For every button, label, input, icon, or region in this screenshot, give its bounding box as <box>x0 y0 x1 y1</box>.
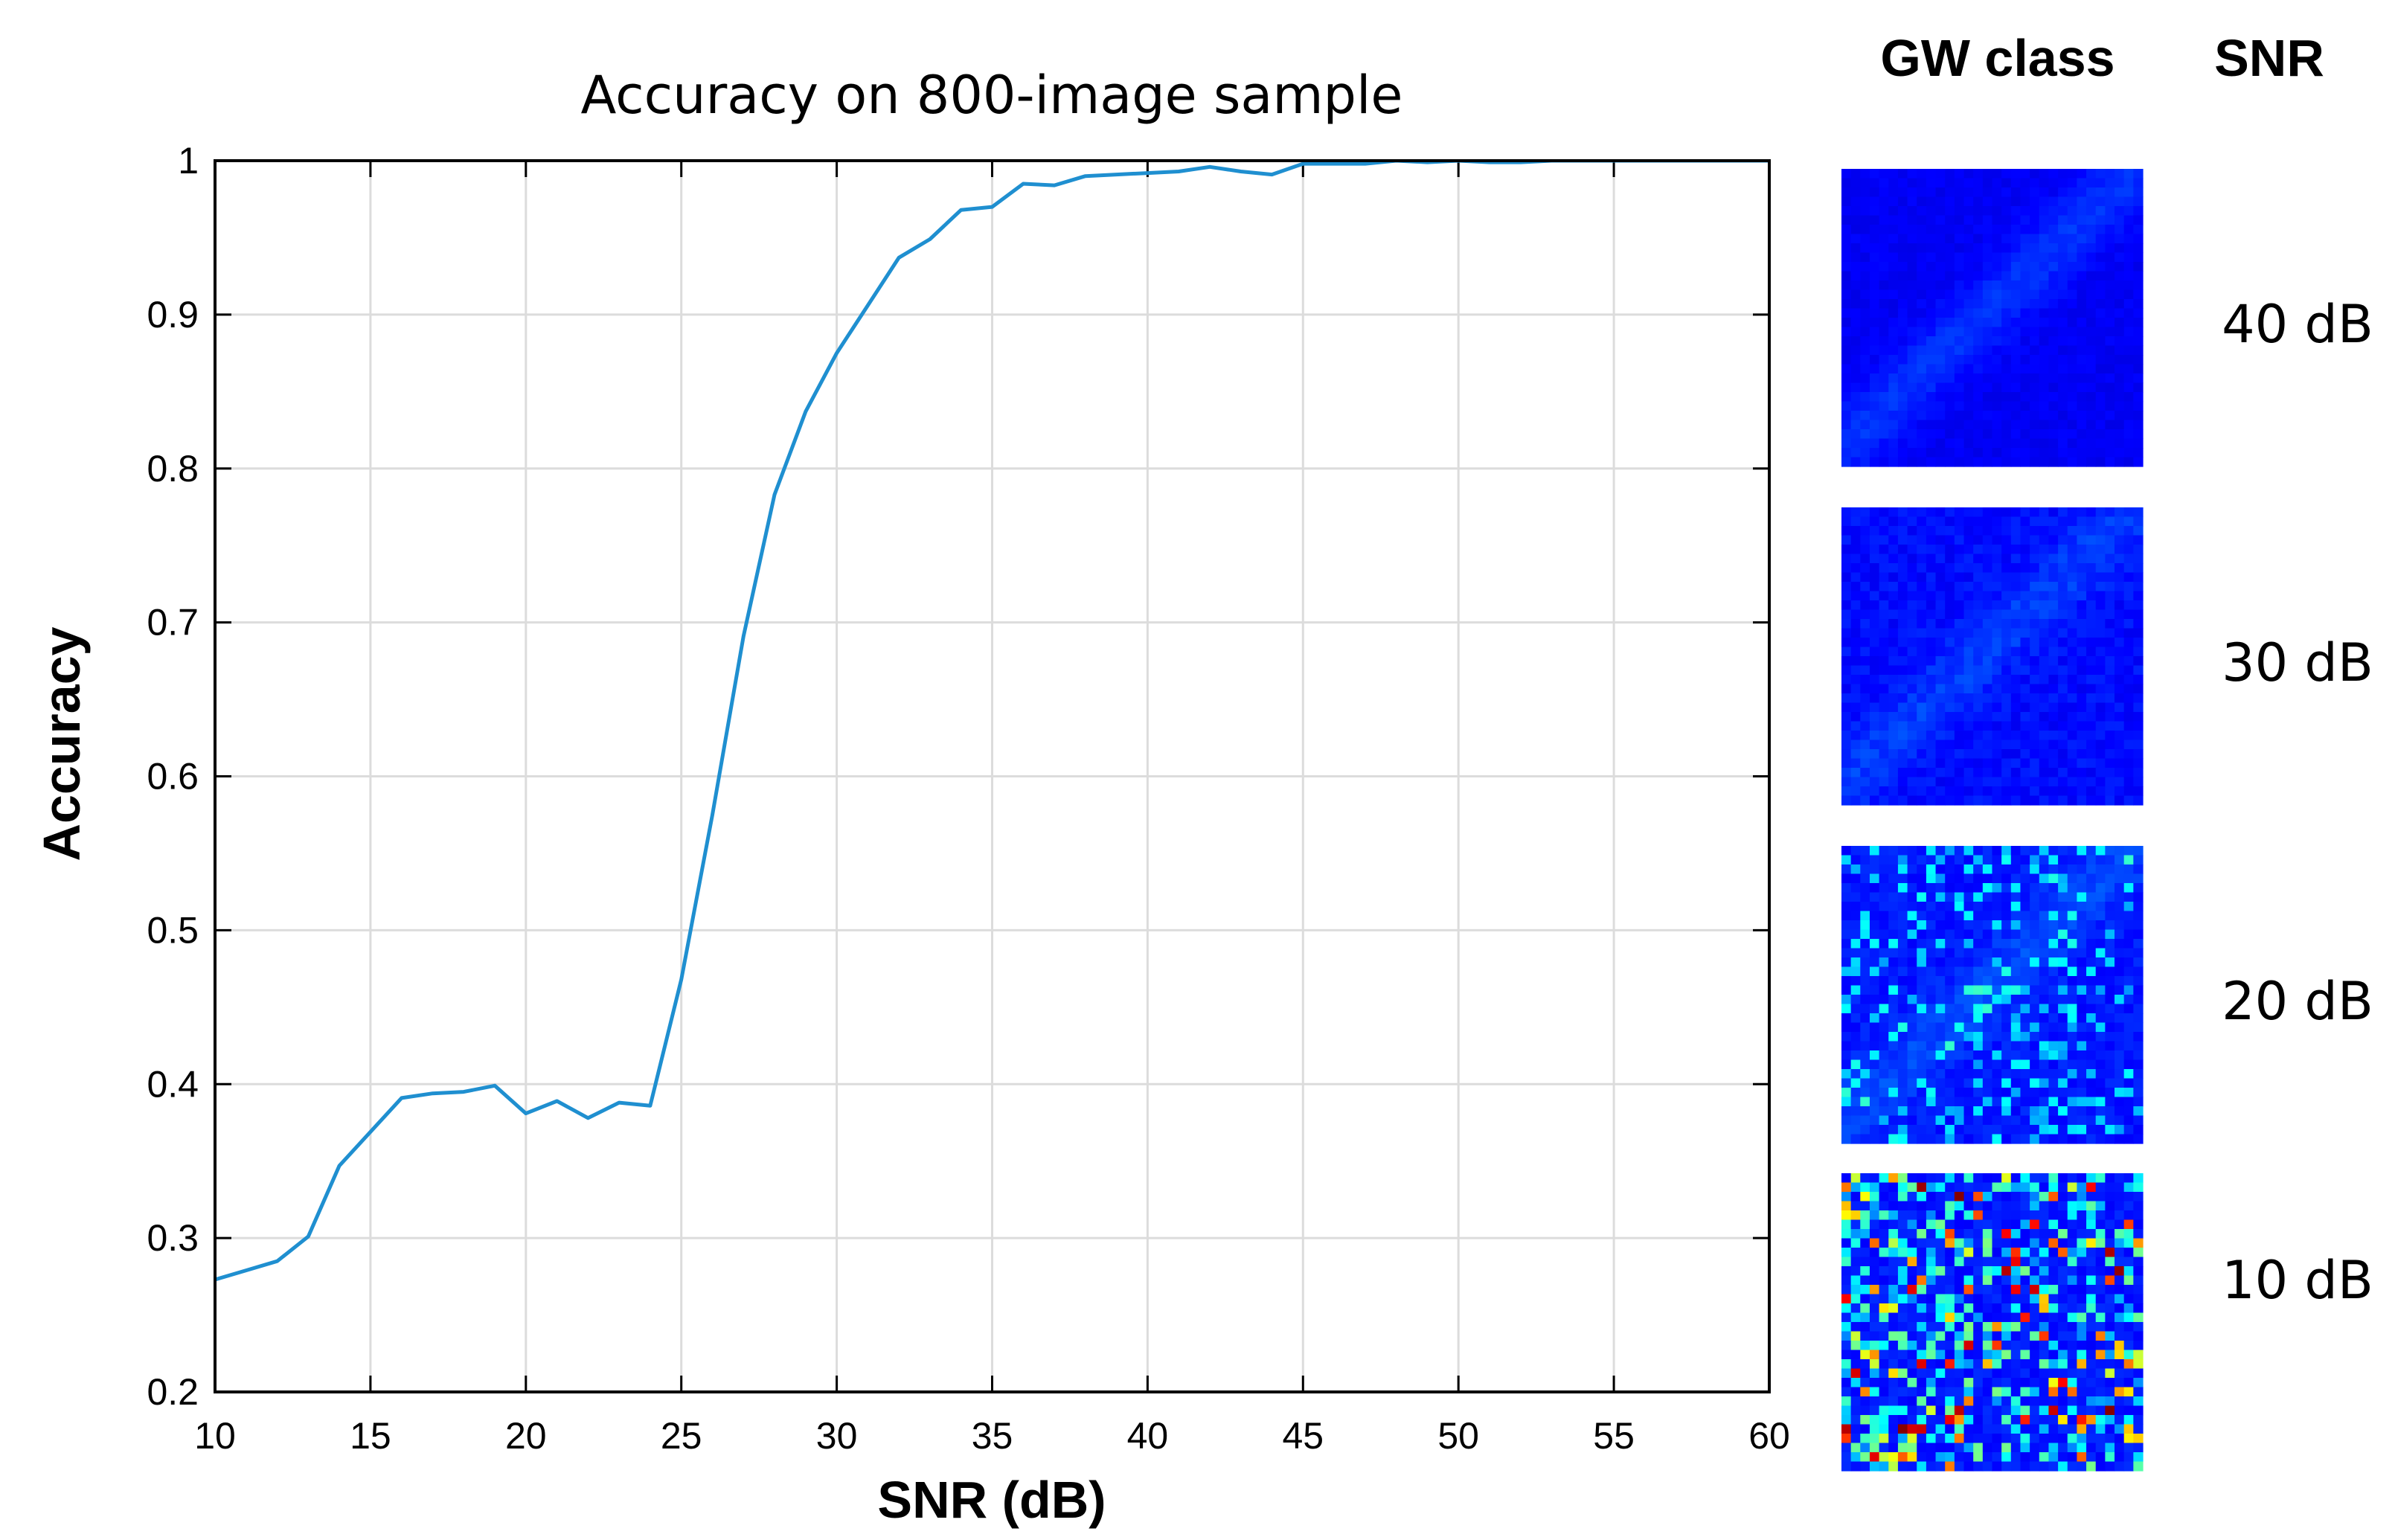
accuracy-line <box>215 161 1769 1282</box>
x-tick-label: 40 <box>1127 1415 1169 1457</box>
x-axis-label: SNR (dB) <box>877 1471 1106 1529</box>
x-tick-label: 20 <box>505 1415 547 1457</box>
y-tick-label: 0.4 <box>147 1063 199 1105</box>
x-tick-label: 60 <box>1748 1415 1790 1457</box>
gw-sample-image <box>1841 846 2144 1144</box>
gw-class-header: GW class <box>1880 29 2115 87</box>
gw-sample-image <box>1841 169 2144 467</box>
x-tick-label: 45 <box>1282 1415 1324 1457</box>
y-tick-label: 0.2 <box>147 1371 199 1413</box>
snr-label-40: 40 dB <box>2222 294 2373 355</box>
snr-label-10: 10 dB <box>2222 1250 2373 1311</box>
snr-label-30: 30 dB <box>2222 632 2373 693</box>
y-tick-label: 0.8 <box>147 448 199 490</box>
snr-label-20: 20 dB <box>2222 971 2373 1032</box>
y-tick-label: 0.7 <box>147 602 199 644</box>
chart-title: Accuracy on 800-image sample <box>581 65 1403 126</box>
y-tick-label: 0.5 <box>147 909 199 951</box>
x-tick-label: 50 <box>1437 1415 1479 1457</box>
gw-class-sample-images <box>1841 169 2144 1472</box>
y-tick-label: 0.3 <box>147 1217 199 1259</box>
snr-header: SNR <box>2214 29 2324 87</box>
axes-frame <box>214 159 1771 1393</box>
x-tick-label: 15 <box>350 1415 391 1457</box>
x-tick-label: 25 <box>661 1415 702 1457</box>
x-tick-label: 35 <box>972 1415 1013 1457</box>
y-tick-label: 1 <box>178 140 199 182</box>
x-tick-label: 55 <box>1593 1415 1635 1457</box>
x-axis-ticks: 10 15 20 25 30 35 40 45 50 55 60 <box>194 161 1790 1457</box>
gw-sample-image <box>1841 507 2144 806</box>
gw-sample-image <box>1841 1173 2144 1472</box>
y-axis-label: Accuracy <box>33 626 91 861</box>
y-tick-label: 0.6 <box>147 756 199 798</box>
x-tick-label: 30 <box>816 1415 858 1457</box>
x-tick-label: 10 <box>194 1415 236 1457</box>
y-tick-label: 0.9 <box>147 294 199 336</box>
